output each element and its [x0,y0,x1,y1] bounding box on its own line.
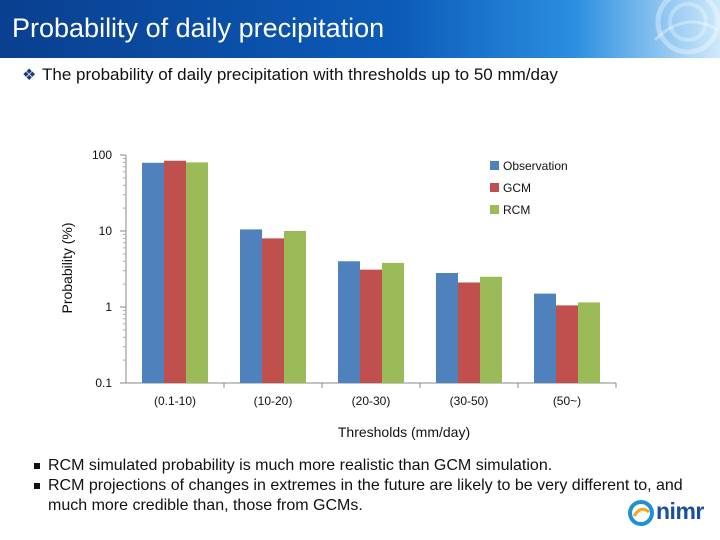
x-tick-label: (10-20) [254,394,293,408]
bar-observation-2 [240,229,262,383]
subtitle: ❖ The probability of daily precipitation… [22,64,558,86]
legend-swatch-gcm [490,183,499,192]
chart-legend: Observation GCM RCM [490,159,568,217]
nimr-logo-text: nimr [656,498,704,524]
bar-observation-5 [534,293,556,383]
bar-gcm-1 [164,160,186,383]
precipitation-chart: 100 10 1 0.1 (0.1-10) (10-20) (20-30) (30-50) (5… [59,148,617,440]
y-tick-label: 10 [99,224,113,238]
note-item: RCM simulated probability is much more r… [34,456,714,476]
nimr-swirl-icon [628,500,654,526]
legend-label-rcm: RCM [503,203,530,217]
legend-label-observation: Observation [503,159,568,173]
y-tick-label: 1 [105,300,112,314]
bar-rcm-4 [480,276,502,383]
page-title: Probability of daily precipitation [12,13,385,43]
bar-rcm-5 [578,302,600,383]
header-swirl-logo [653,0,720,55]
x-tick-label: (30-50) [450,394,489,408]
y-tick-label: 100 [92,148,112,162]
bar-gcm-3 [360,269,382,383]
header-bar: Probability of daily precipitation [0,0,720,58]
diamond-bullet-icon: ❖ [22,67,37,84]
notes-list: RCM simulated probability is much more r… [34,456,714,516]
chart-bars [142,160,600,383]
bar-observation-1 [142,162,164,383]
x-axis-title: Thresholds (mm/day) [338,424,470,440]
y-tick-label: 0.1 [95,376,112,390]
nimr-logo: nimr [628,498,714,528]
bar-gcm-2 [262,238,284,383]
x-tick-label: (20-30) [352,394,391,408]
bar-gcm-5 [556,305,578,383]
bar-rcm-1 [186,162,208,383]
bar-gcm-4 [458,282,480,383]
bar-rcm-3 [382,262,404,383]
bar-observation-4 [436,273,458,383]
x-tick-label: (0.1-10) [154,394,196,408]
legend-swatch-rcm [490,205,499,214]
legend-swatch-observation [490,161,499,170]
x-tick-label: (50~) [553,394,581,408]
y-axis-title: Probability (%) [59,222,75,313]
legend-label-gcm: GCM [503,181,531,195]
bar-observation-3 [338,261,360,383]
bar-rcm-2 [284,231,306,383]
note-item: RCM projections of changes in extremes i… [34,476,714,516]
subtitle-text: The probability of daily precipitation w… [42,65,558,84]
